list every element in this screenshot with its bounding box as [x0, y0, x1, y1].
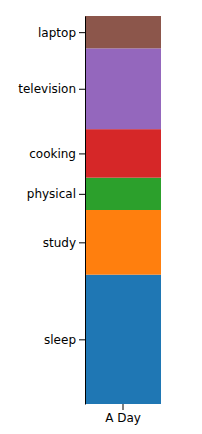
tick-mark — [79, 153, 85, 154]
tick: sleep — [44, 333, 85, 347]
tick: television — [18, 82, 85, 96]
x-axis: A Day — [105, 404, 141, 425]
tick-label: A Day — [105, 411, 141, 425]
bar-segment — [85, 210, 161, 275]
tick-mark — [79, 242, 85, 243]
tick: cooking — [29, 147, 85, 161]
tick-label: physical — [27, 187, 76, 201]
tick-mark — [123, 404, 124, 410]
bar-segment — [85, 275, 161, 404]
tick-label: cooking — [29, 147, 76, 161]
y-axis: sleep study physical cooking television lapto… — [18, 17, 85, 405]
tick: study — [43, 236, 85, 250]
tick-label: television — [18, 82, 76, 96]
axis-line — [85, 17, 86, 405]
bar-segment — [85, 16, 161, 48]
tick: A Day — [105, 404, 141, 425]
tick-mark — [79, 89, 85, 90]
tick: physical — [27, 187, 85, 201]
tick-label: study — [43, 236, 76, 250]
chart: sleep study physical cooking television lapto… — [0, 0, 202, 434]
tick-label: laptop — [38, 26, 76, 40]
bar-segment — [85, 178, 161, 210]
bar-segment — [85, 129, 161, 178]
tick: laptop — [38, 26, 85, 40]
bars — [85, 16, 161, 404]
bar-segment — [85, 48, 161, 129]
tick-mark — [79, 32, 85, 33]
tick-mark — [79, 194, 85, 195]
tick-mark — [79, 339, 85, 340]
tick-label: sleep — [44, 333, 76, 347]
